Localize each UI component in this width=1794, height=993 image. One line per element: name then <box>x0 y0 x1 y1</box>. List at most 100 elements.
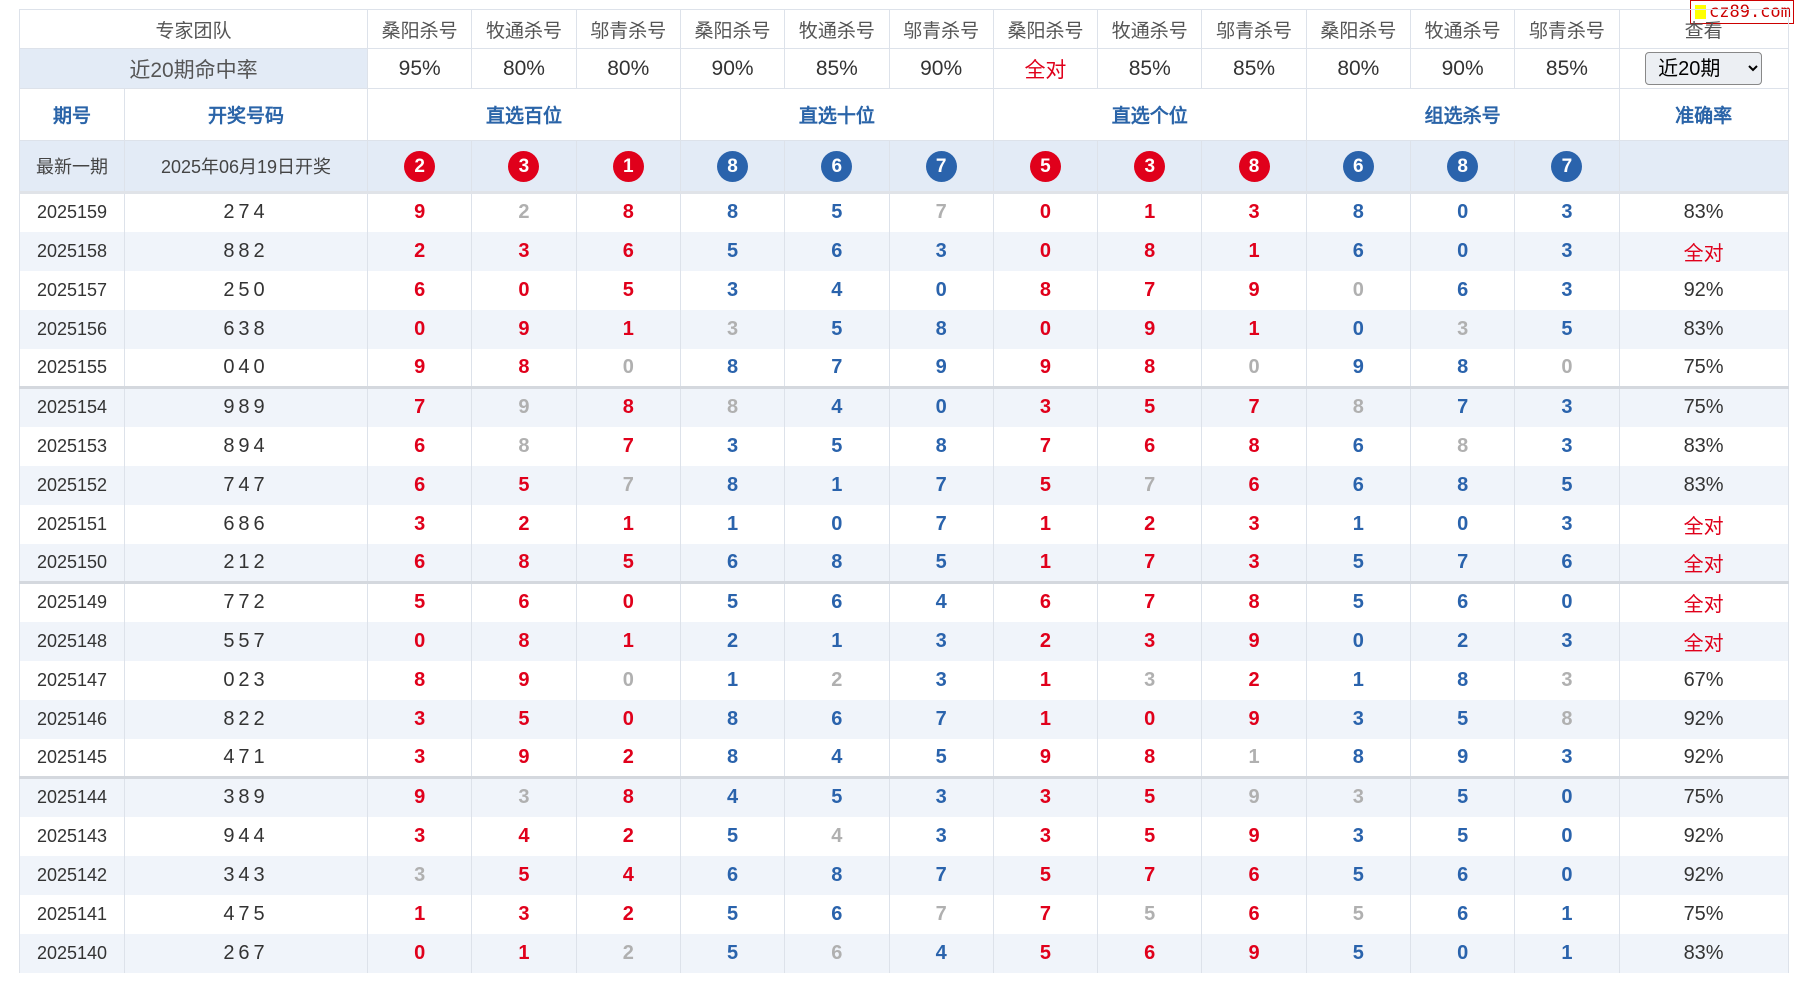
issue-number: 2025140 <box>19 933 125 973</box>
latest-accuracy-empty <box>1618 140 1789 193</box>
kill-number-miss: 3 <box>1305 776 1411 817</box>
latest-row: 最新一期 2025年06月19日开奖 2 3 1 8 6 7 5 3 8 6 8 7 <box>19 140 1789 193</box>
kill-number-hit: 5 <box>679 816 786 856</box>
kill-number-hit: 3 <box>888 776 994 817</box>
expert-name: 邬青杀号 <box>888 9 994 49</box>
kill-number-hit: 7 <box>1409 543 1516 583</box>
accuracy-value: 全对 <box>1618 621 1789 661</box>
accuracy-value: 全对 <box>1618 581 1789 622</box>
kill-number-hit: 5 <box>575 270 681 310</box>
kill-number-hit: 1 <box>1097 191 1203 232</box>
expert-name: 桑阳杀号 <box>992 9 1099 49</box>
kill-number-hit: 7 <box>1201 386 1307 427</box>
column-header-row: 期号 开奖号码 直选百位 直选十位 直选个位 组选杀号 准确率 <box>19 88 1789 141</box>
kill-number-hit: 8 <box>679 699 786 739</box>
table-row: 2025143 944 3 4 2 5 4 3 3 5 9 3 5 0 92% <box>19 816 1789 856</box>
kill-number-hit: 5 <box>679 894 786 934</box>
kill-number-miss: 0 <box>575 348 681 388</box>
kill-number-hit: 7 <box>888 855 994 895</box>
kill-number-hit: 4 <box>575 855 681 895</box>
accuracy-value: 75% <box>1618 348 1789 388</box>
issue-number: 2025144 <box>19 776 125 817</box>
kill-number-hit: 3 <box>471 231 577 271</box>
kill-number-hit: 9 <box>1201 933 1307 973</box>
number-ball: 6 <box>1342 150 1374 182</box>
draw-number: 023 <box>123 660 369 700</box>
kill-number-hit: 8 <box>471 621 577 661</box>
expert-name: 邬青杀号 <box>1514 9 1620 49</box>
kill-number-hit: 7 <box>888 465 994 505</box>
kill-number-hit: 0 <box>367 621 473 661</box>
kill-number-hit: 8 <box>1097 231 1203 271</box>
kill-number-hit: 6 <box>367 426 473 466</box>
table-row: 2025153 894 6 8 7 3 5 8 7 6 8 6 8 3 83% <box>19 426 1789 466</box>
kill-number-hit: 0 <box>888 386 994 427</box>
kill-number-hit: 5 <box>575 543 681 583</box>
issue-number: 2025153 <box>19 426 125 466</box>
draw-number: 475 <box>123 894 369 934</box>
kill-number-miss: 3 <box>367 855 473 895</box>
kill-number-hit: 0 <box>575 699 681 739</box>
issue-number: 2025155 <box>19 348 125 388</box>
hit-rate-row: 近20期命中率 95% 80% 80% 90% 85% 90% 全对 85% 85% 80% 90%… <box>18 48 1789 89</box>
kill-number-hit: 2 <box>471 504 577 544</box>
kill-number-hit: 0 <box>992 231 1099 271</box>
draw-number: 747 <box>123 465 369 505</box>
kill-number-hit: 0 <box>992 309 1099 349</box>
number-ball: 3 <box>1134 150 1166 182</box>
table-row: 2025151 686 3 2 1 1 0 7 1 2 3 1 0 3 全对 <box>19 504 1789 544</box>
accuracy-value: 全对 <box>1618 504 1789 544</box>
period-select[interactable]: 近20期 <box>1645 52 1763 85</box>
kill-number-hit: 2 <box>1409 621 1516 661</box>
kill-number-hit: 5 <box>1097 386 1203 427</box>
accuracy-value: 92% <box>1618 855 1789 895</box>
kill-number-hit: 8 <box>1305 191 1411 232</box>
kill-number-hit: 4 <box>784 270 890 310</box>
kill-number-hit: 3 <box>1514 621 1620 661</box>
hit-rate-value: 90% <box>888 48 994 89</box>
kill-number-miss: 9 <box>1201 776 1307 817</box>
kill-number-hit: 6 <box>679 543 786 583</box>
accuracy-value: 75% <box>1618 894 1789 934</box>
draw-number: 389 <box>123 776 369 817</box>
kill-number-hit: 6 <box>471 581 577 622</box>
expert-name: 邬青杀号 <box>1201 9 1307 49</box>
hit-rate-value: 85% <box>1514 48 1620 89</box>
kill-number-hit: 3 <box>1514 426 1620 466</box>
kill-number-miss: 2 <box>784 660 890 700</box>
kill-number-hit: 1 <box>575 309 681 349</box>
kill-number-hit: 5 <box>1305 855 1411 895</box>
number-ball: 1 <box>612 150 644 182</box>
latest-ball-cell: 8 <box>679 140 786 193</box>
kill-number-miss: 0 <box>1514 348 1620 388</box>
kill-number-hit: 9 <box>471 738 577 778</box>
kill-number-hit: 1 <box>1305 504 1411 544</box>
kill-number-hit: 9 <box>1201 816 1307 856</box>
kill-number-hit: 0 <box>992 191 1099 232</box>
kill-number-hit: 5 <box>992 933 1099 973</box>
latest-ball-cell: 5 <box>992 140 1099 193</box>
kill-number-hit: 6 <box>992 581 1099 622</box>
expert-name: 桑阳杀号 <box>1305 9 1411 49</box>
kill-number-hit: 7 <box>992 426 1099 466</box>
kill-number-hit: 4 <box>888 933 994 973</box>
kill-number-hit: 5 <box>888 543 994 583</box>
hit-rate-value: 90% <box>1409 48 1516 89</box>
kill-number-miss: 7 <box>1097 465 1203 505</box>
kill-number-hit: 5 <box>471 699 577 739</box>
kill-number-miss: 7 <box>888 191 994 232</box>
kill-number-hit: 1 <box>679 660 786 700</box>
kill-number-hit: 0 <box>575 581 681 622</box>
number-ball: 8 <box>1447 150 1479 182</box>
kill-number-hit: 0 <box>1514 776 1620 817</box>
kill-number-miss: 7 <box>888 894 994 934</box>
kill-number-hit: 6 <box>784 581 890 622</box>
accuracy-value: 92% <box>1618 738 1789 778</box>
draw-number: 882 <box>123 231 369 271</box>
draw-number: 822 <box>123 699 369 739</box>
kill-number-hit: 9 <box>367 348 473 388</box>
hit-rate-value: 85% <box>784 48 890 89</box>
kill-number-hit: 5 <box>1409 816 1516 856</box>
kill-number-hit: 5 <box>1305 543 1411 583</box>
kill-number-hit: 9 <box>471 660 577 700</box>
